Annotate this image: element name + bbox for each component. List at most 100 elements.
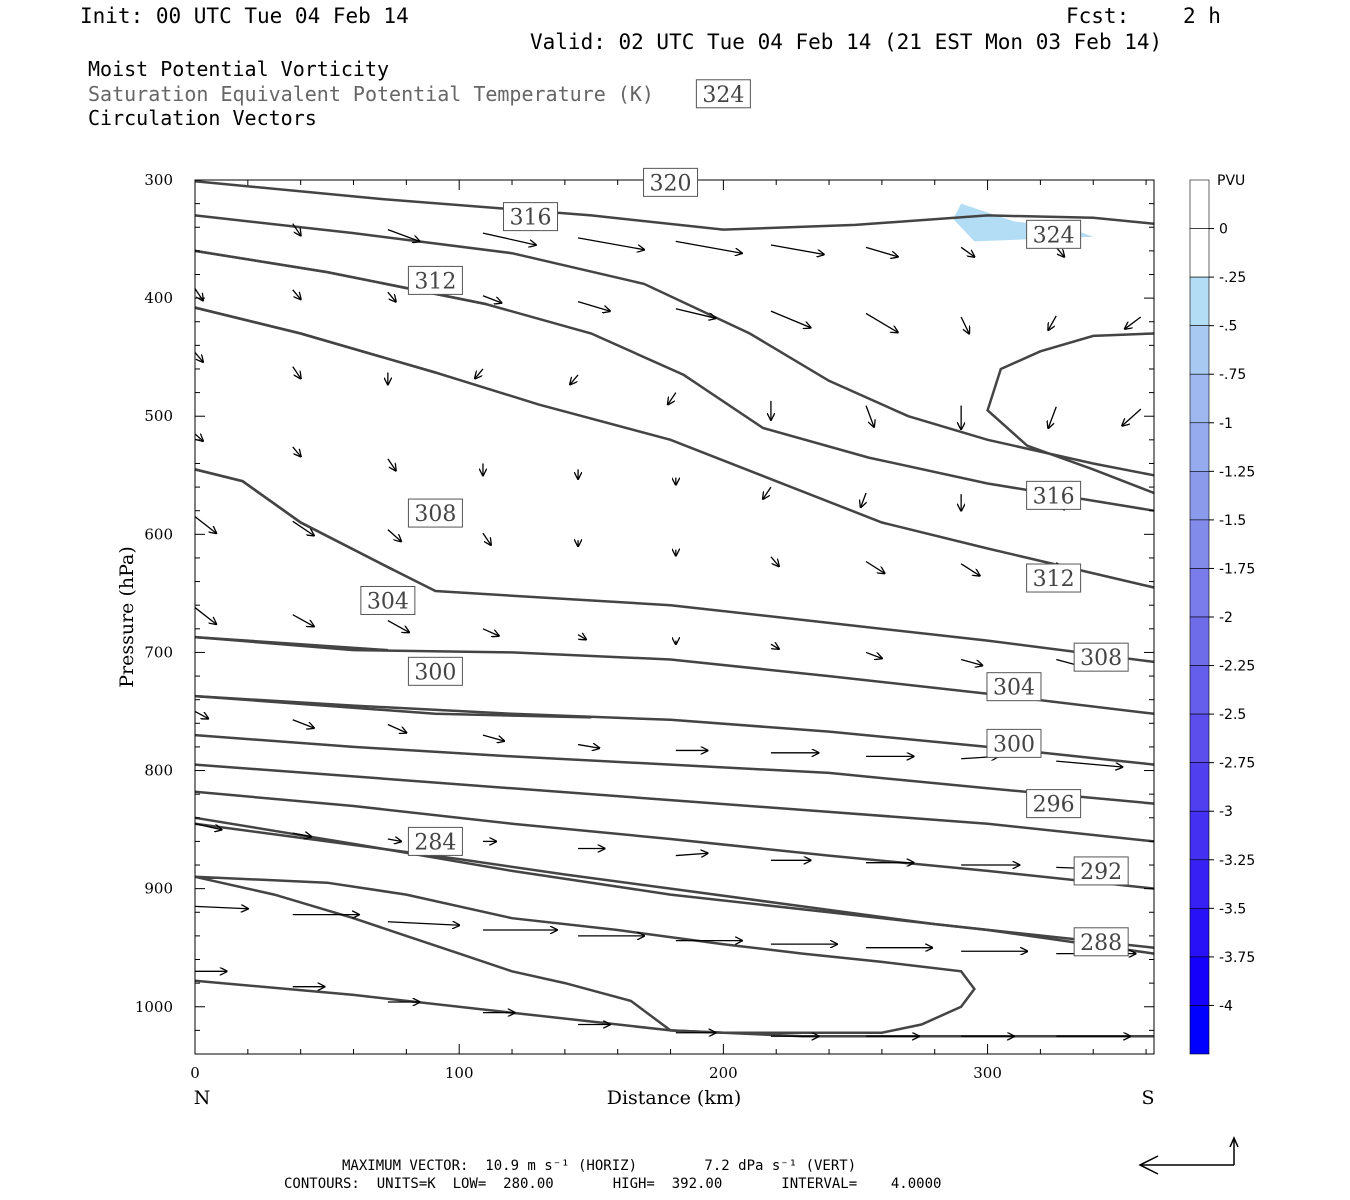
circulation-vector [960,563,979,576]
contour-layer [194,179,1155,1038]
x-tick-label: 100 [445,1064,474,1082]
circulation-vector [570,374,579,384]
vector-layer [194,223,1142,1037]
y-tick-label: 600 [144,525,173,543]
circulation-vector [292,833,311,837]
contour-label-300: 300 [407,656,463,686]
circulation-vector [387,529,401,542]
svg-text:312: 312 [414,269,456,294]
svg-text:316: 316 [510,206,552,231]
colorbar-swatch [1189,422,1210,472]
legend-mpv: Moist Potential Vorticity [88,57,390,81]
axis-layer: 0 100 200 300 300 400 500 600 700 800 900 1000 [135,171,1154,1082]
circulation-vector [482,295,501,303]
y-tick-label: 800 [144,762,173,780]
footer-contours: CONTOURS: UNITS=K LOW= 280.00 HIGH= 392.… [284,1176,942,1192]
contour-label-312: 312 [1026,563,1082,593]
colorbar-swatch [1189,568,1210,618]
contour-label-312: 312 [407,265,463,295]
x-tick-label: 200 [709,1064,738,1082]
circulation-vector [1048,406,1057,428]
contour-label-308: 308 [407,498,463,528]
circulation-vector [861,492,866,507]
colorbar-label: -1.25 [1219,464,1255,480]
x-left-end-label: N [194,1087,211,1109]
contour-308b [194,468,394,571]
svg-text:324: 324 [1033,223,1075,248]
contour-296 [194,763,1155,843]
contour-label-296: 296 [1026,789,1082,819]
circulation-vector [194,906,248,908]
contour-label-308: 308 [1073,642,1129,672]
colorbar-swatch [1189,1005,1210,1055]
colorbar-swatch [1189,228,1210,278]
contour-label-324: 324 [695,79,751,109]
circulation-vector [387,839,401,841]
y-axis-title: Pressure (hPa) [116,546,138,688]
circulation-vector [194,352,203,361]
circulation-vector [960,246,974,256]
x-axis-title: Distance (km) [607,1087,742,1109]
colorbar: PVU 0 -.25 -.5 -.75 -1 -1.25 -1.5 -1.75 -2 -2.25 -2… [1189,173,1255,1055]
circulation-vector [387,723,406,732]
circulation-vector [1056,760,1122,767]
circulation-vector [194,288,203,301]
svg-text:300: 300 [414,660,456,685]
circulation-vector [194,516,216,534]
colorbar-label: 0 [1219,222,1228,238]
contour-label-292: 292 [1073,856,1129,886]
colorbar-label: -3.5 [1219,901,1246,917]
svg-text:312: 312 [1033,567,1075,592]
footer-max-vector: MAXIMUM VECTOR: 10.9 m s⁻¹ (HORIZ) 7.2 d… [342,1158,857,1174]
plot-frame [194,179,1155,1055]
circulation-vector [770,644,779,649]
contour-312b [194,306,436,374]
colorbar-swatch [1189,276,1210,326]
circulation-vector [675,308,716,318]
contour-304b [194,635,388,652]
contour-label-320: 320 [643,167,699,197]
circulation-vector [292,366,301,379]
contour-292 [194,790,1155,890]
circulation-vector [292,719,314,728]
circulation-vector [1122,408,1142,426]
colorbar-label: -3 [1219,804,1233,820]
svg-text:288: 288 [1080,931,1122,956]
circulation-vector [482,532,491,545]
y-tick-label: 300 [144,171,173,189]
contour-284 [194,822,1155,949]
circulation-vector [1125,316,1142,329]
circulation-vector [292,289,301,299]
circulation-vector [292,446,301,456]
x-right-end-label: S [1141,1087,1154,1109]
circulation-vector [675,853,708,855]
circulation-vector [770,556,779,566]
circulation-vector [577,301,610,311]
contour-300b [194,694,592,719]
circulation-vector [865,651,882,658]
valid-time: Valid: 02 UTC Tue 04 Feb 14 (21 EST Mon … [530,30,1163,54]
colorbar-label: -3.25 [1219,853,1255,869]
circulation-vector [770,310,811,328]
contour-316 [194,306,1155,589]
circulation-vector [194,823,221,830]
circulation-vector [865,312,898,332]
svg-text:304: 304 [367,589,409,614]
colorbar-label: -3.75 [1219,950,1255,966]
contour-label-316: 316 [503,202,559,232]
circulation-vector [482,628,499,636]
circulation-vector [482,232,536,245]
contour-312 [194,468,1155,664]
forecast-hour: 2 h [1183,4,1221,28]
colorbar-label: -2.25 [1219,659,1255,675]
contour-280 [194,875,976,1034]
colorbar-label: -1 [1219,416,1233,432]
colorbar-label: -2 [1219,610,1233,626]
colorbar-swatch [1189,616,1210,666]
legend-vectors: Circulation Vectors [88,106,317,130]
colorbar-swatch [1189,665,1210,715]
init-time: Init: 00 UTC Tue 04 Feb 14 [80,4,409,28]
x-tick-label: 0 [190,1064,200,1082]
colorbar-swatch [1189,810,1210,861]
circulation-vector [960,316,969,334]
